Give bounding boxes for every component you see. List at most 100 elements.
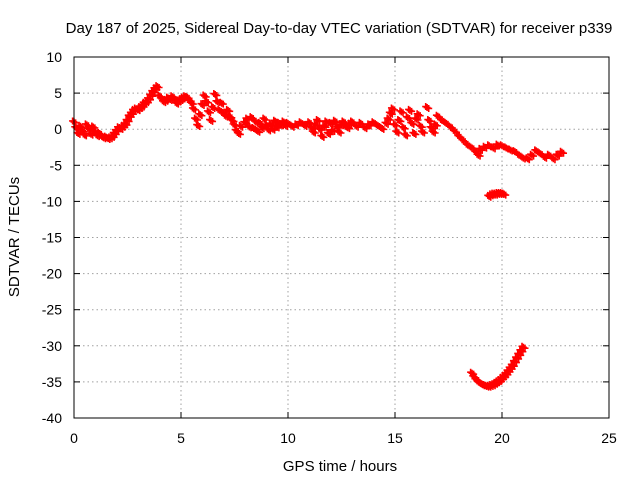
- data-point: [86, 129, 94, 137]
- data-point: [75, 121, 83, 129]
- data-point: [193, 121, 201, 129]
- data-point: [253, 126, 261, 134]
- data-point: [409, 129, 417, 137]
- data-point: [398, 123, 406, 131]
- data-point: [507, 360, 515, 368]
- data-point: [328, 126, 336, 134]
- data-point: [432, 111, 440, 119]
- data-point: [300, 121, 308, 129]
- data-point: [445, 122, 453, 130]
- data-point: [426, 123, 434, 131]
- grid-lines: [74, 57, 609, 418]
- data-point: [372, 121, 380, 129]
- data-point: [79, 130, 87, 138]
- data-point: [458, 136, 466, 144]
- data-point: [535, 149, 543, 157]
- data-point: [304, 118, 312, 126]
- data-point: [343, 123, 351, 131]
- data-point: [236, 121, 244, 129]
- data-point: [315, 124, 323, 132]
- data-point: [248, 123, 256, 131]
- data-point: [88, 122, 96, 130]
- data-point: [186, 98, 194, 106]
- data-point: [195, 110, 203, 118]
- data-point: [229, 120, 237, 128]
- data-point: [462, 140, 470, 148]
- data-point: [319, 121, 327, 129]
- data-point: [203, 107, 211, 115]
- data-point: [527, 150, 535, 158]
- data-point: [406, 106, 414, 114]
- y-tick-label: -15: [42, 230, 62, 246]
- data-point: [411, 114, 419, 122]
- data-point: [400, 130, 408, 138]
- data-point: [272, 122, 280, 130]
- data-point: [407, 118, 415, 126]
- data-point: [512, 353, 520, 361]
- data-point: [207, 117, 215, 125]
- data-point: [548, 154, 556, 162]
- data-point: [211, 91, 219, 99]
- data-point: [332, 122, 340, 130]
- data-point: [259, 114, 267, 122]
- data-point: [473, 150, 481, 158]
- data-point: [415, 121, 423, 129]
- data-point: [394, 116, 402, 124]
- data-point: [347, 117, 355, 125]
- data-point: [338, 117, 346, 125]
- data-point: [425, 117, 433, 125]
- y-tick-label: -10: [42, 193, 62, 209]
- data-point: [475, 144, 483, 152]
- data-point: [501, 143, 509, 151]
- data-point: [194, 122, 202, 130]
- data-point: [539, 152, 547, 160]
- data-point: [368, 118, 376, 126]
- data-point: [321, 117, 329, 125]
- data-point: [383, 114, 391, 122]
- data-point: [360, 123, 368, 131]
- data-point: [330, 116, 338, 124]
- data-point: [244, 122, 252, 130]
- y-axis-label: SDTVAR / TECUs: [6, 177, 23, 297]
- chart-title: Day 187 of 2025, Sidereal Day-to-day VTE…: [66, 20, 613, 37]
- data-point: [544, 150, 552, 158]
- data-point: [255, 118, 263, 126]
- data-point: [400, 124, 408, 132]
- data-point: [417, 127, 425, 135]
- data-point: [390, 120, 398, 128]
- data-point: [402, 131, 410, 139]
- data-point: [325, 118, 333, 126]
- data-point: [405, 105, 413, 113]
- x-tick-label: 0: [70, 430, 78, 446]
- data-point: [514, 349, 522, 357]
- data-point: [199, 91, 207, 99]
- data-point: [430, 120, 438, 128]
- data-point: [283, 118, 291, 126]
- data-point: [423, 104, 431, 112]
- data-point: [410, 130, 418, 138]
- data-point: [392, 127, 400, 135]
- data-point: [402, 113, 410, 121]
- data-point: [310, 120, 318, 128]
- data-point: [313, 116, 321, 124]
- data-point: [73, 129, 81, 137]
- data-point: [191, 114, 199, 122]
- data-point: [505, 145, 513, 153]
- data-point: [197, 100, 205, 108]
- data-point: [424, 116, 432, 124]
- data-point: [355, 118, 363, 126]
- data-point: [270, 116, 278, 124]
- data-point: [484, 141, 492, 149]
- data-point: [397, 108, 405, 116]
- data-point: [334, 127, 342, 135]
- data-point: [278, 117, 286, 125]
- data-point: [450, 126, 458, 134]
- data-point: [265, 119, 273, 127]
- y-tick-label: -5: [50, 157, 63, 173]
- data-point: [201, 97, 209, 105]
- data-point: [240, 118, 248, 126]
- data-point: [385, 108, 393, 116]
- data-point: [441, 118, 449, 126]
- data-point: [216, 98, 224, 106]
